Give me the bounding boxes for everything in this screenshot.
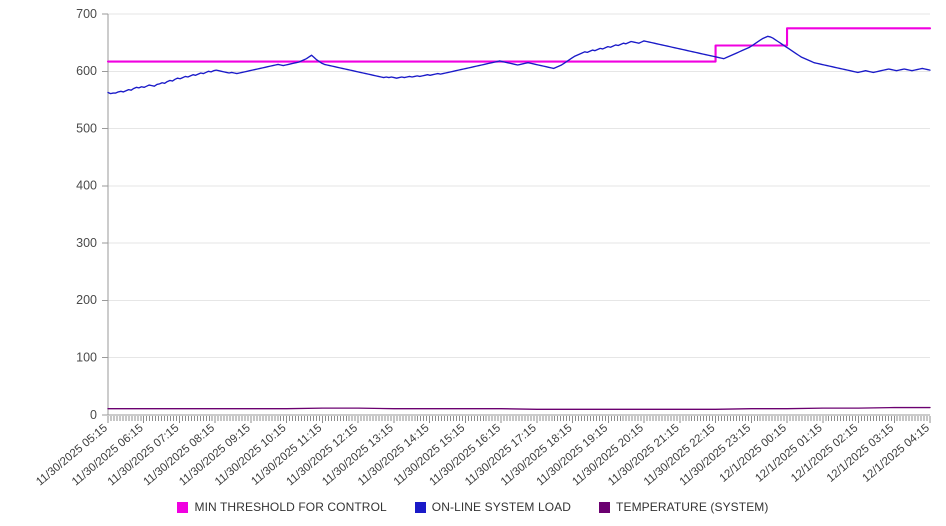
- x-axis-tick-label: 12/1/2025 04:15: [861, 422, 932, 485]
- y-axis-tick-label: 400: [76, 179, 97, 193]
- y-axis-tick-label: 0: [90, 408, 97, 422]
- y-axis-tick-label: 700: [76, 7, 97, 21]
- legend-color-swatch: [177, 501, 189, 513]
- legend-color-swatch: [599, 501, 611, 513]
- y-axis-tick-label: 100: [76, 351, 97, 365]
- legend-color-swatch: [414, 501, 426, 513]
- legend-item[interactable]: MIN THRESHOLD FOR CONTROL: [177, 500, 387, 514]
- legend-label: ON-LINE SYSTEM LOAD: [431, 500, 572, 514]
- series-line-1: [107, 35, 931, 95]
- gridlines-group: [108, 13, 930, 359]
- x-axis-minor-ticks-group: [107, 416, 931, 423]
- y-axis-tick-label: 200: [76, 293, 97, 307]
- y-axis-tick-label: 300: [76, 236, 97, 250]
- line-chart-plot: 0 100 200 300 400 500 600 700 11/30/2025 05:151…: [34, 7, 932, 489]
- y-axis-tick-label: 500: [76, 121, 97, 135]
- axis-lines-group: [107, 14, 930, 416]
- series-line-0: [106, 27, 932, 63]
- y-axis-tick-label: 600: [76, 64, 97, 78]
- y-axis-ticks-group: 0 100 200 300 400 500 600 700: [76, 7, 108, 422]
- data-series-group: [106, 27, 932, 410]
- legend-item[interactable]: ON-LINE SYSTEM LOAD: [414, 500, 572, 514]
- chart-legend: MIN THRESHOLD FOR CONTROL ON-LINE SYSTEM …: [0, 496, 946, 518]
- legend-label: MIN THRESHOLD FOR CONTROL: [194, 500, 387, 514]
- series-line-2: [107, 406, 931, 410]
- legend-label: TEMPERATURE (SYSTEM): [616, 500, 769, 514]
- legend-item[interactable]: TEMPERATURE (SYSTEM): [599, 500, 768, 514]
